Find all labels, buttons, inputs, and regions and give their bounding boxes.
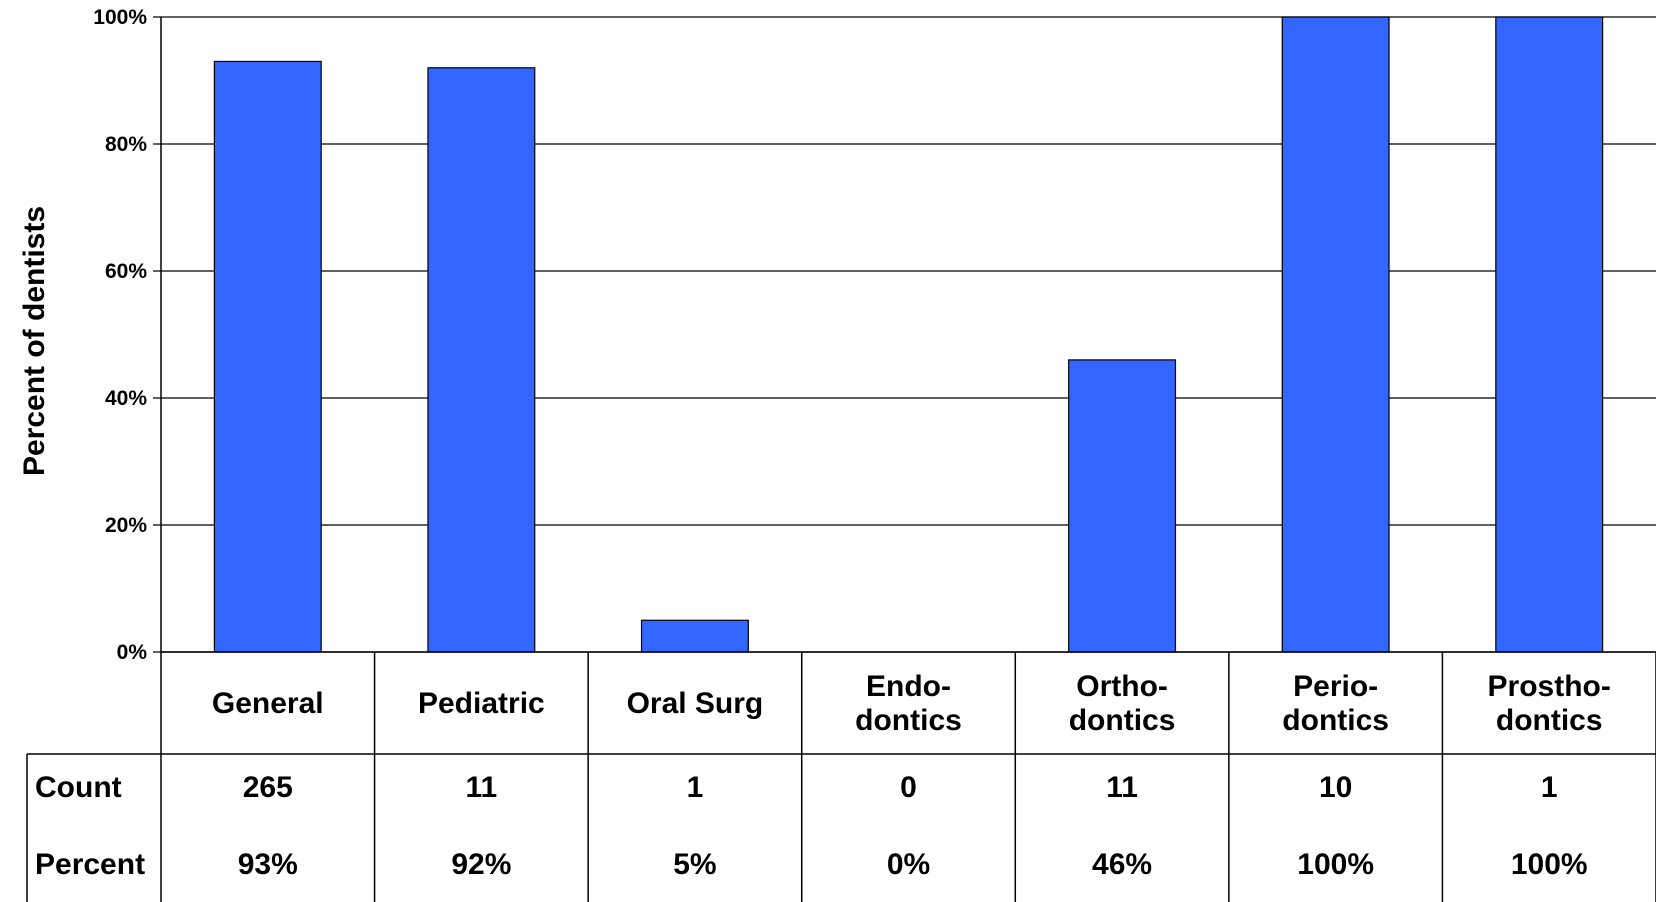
category-label: Endo- (866, 670, 951, 703)
table-cell: 1 (687, 771, 704, 804)
table-cell: 93% (238, 848, 298, 881)
gridlines (153, 16, 1656, 653)
table-cell: 46% (1092, 848, 1152, 881)
y-axis-ticks: 0% 20% 40% 60% 80% 100% (93, 6, 147, 664)
category-label: Pediatric (418, 687, 545, 720)
category-label: General (212, 687, 324, 720)
category-label: dontics (1282, 704, 1389, 737)
y-tick-label: 60% (105, 260, 147, 283)
category-label: dontics (855, 704, 962, 737)
table-cell: 92% (451, 848, 511, 881)
table-cell: 265 (243, 771, 293, 804)
table-cell: 11 (1106, 771, 1138, 804)
y-axis-label: Percent of dentists (18, 206, 51, 476)
table-cell: 100% (1297, 848, 1374, 881)
bars (213, 16, 1604, 653)
table-cell: 10 (1319, 771, 1352, 804)
table-cell: 0 (900, 771, 917, 804)
bar (1281, 16, 1390, 653)
y-tick-label: 40% (105, 387, 147, 410)
table-cell: 100% (1511, 848, 1588, 881)
table-row-label: Percent (35, 848, 145, 881)
y-tick-label: 20% (105, 514, 147, 537)
category-label: dontics (1069, 704, 1176, 737)
bar (1495, 16, 1604, 653)
y-tick-label: 80% (105, 133, 147, 156)
bar (427, 67, 536, 653)
table-cell: 1 (1541, 771, 1558, 804)
table-cell: 0% (887, 848, 930, 881)
category-label: dontics (1496, 704, 1603, 737)
bar (640, 619, 749, 653)
category-label: Perio- (1293, 670, 1378, 703)
data-table: General Pediatric Oral SurgEndo-donticsOrt… (26, 651, 1656, 902)
bar (213, 60, 322, 653)
table-cell: 11 (465, 771, 497, 804)
category-label: Ortho- (1076, 670, 1168, 703)
table-row-label: Count (35, 771, 122, 804)
category-label: Prostho- (1488, 670, 1611, 703)
y-tick-label: 0% (117, 641, 148, 664)
y-tick-label: 100% (93, 6, 147, 29)
category-label: Oral Surg (627, 687, 764, 720)
bar (1068, 359, 1177, 653)
table-cell: 5% (673, 848, 716, 881)
